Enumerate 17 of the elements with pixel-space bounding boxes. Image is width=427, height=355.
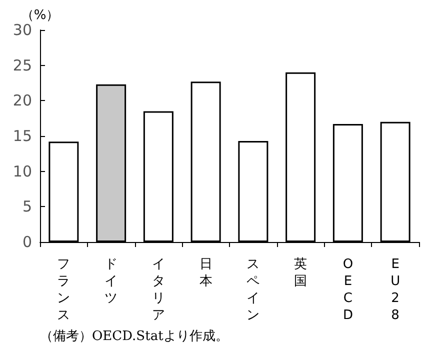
y-tick-label: 20: [12, 92, 32, 110]
x-tick-label: 英国: [294, 257, 308, 289]
y-tick-label: 0: [22, 233, 32, 251]
y-tick-label: 30: [12, 21, 32, 39]
x-tick-label: OECD: [342, 257, 354, 323]
y-tick-label: 15: [12, 127, 32, 145]
y-tick-label: 10: [12, 162, 32, 180]
y-axis-title: （%）: [20, 8, 60, 23]
x-tick-label: ドイツ: [104, 257, 118, 306]
x-tick-label: スペイン: [246, 257, 260, 323]
x-tick-label: フランス: [57, 257, 70, 323]
x-tick-label: EU28: [390, 257, 400, 323]
text: （備考）OECD.Statより作成。: [40, 329, 228, 344]
x-tick-label: 日本: [199, 257, 212, 289]
x-tick-label: イタリア: [152, 257, 165, 323]
y-tick-label: 5: [22, 198, 32, 216]
y-tick-label: 25: [12, 56, 32, 74]
